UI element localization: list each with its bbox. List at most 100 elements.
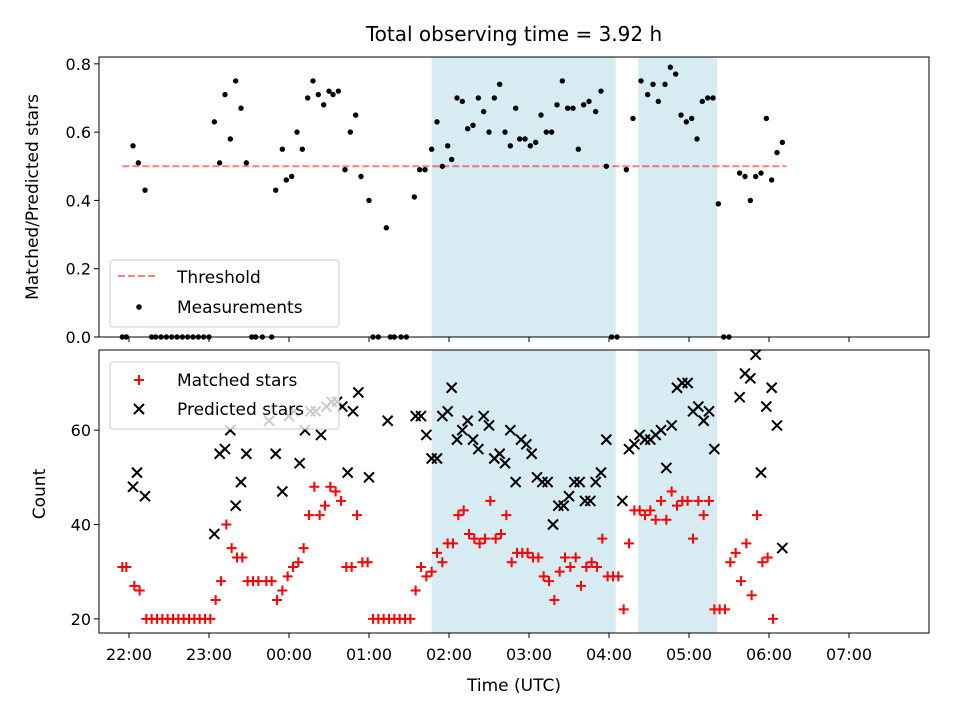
- measurement-point-43: [352, 112, 359, 118]
- predicted-point-46: [499, 457, 511, 469]
- measurement-point-34: [304, 95, 311, 101]
- matched-point-114: [730, 547, 741, 558]
- x-tick-label-2: 00:00: [266, 645, 312, 664]
- matched-point-72: [506, 557, 517, 568]
- x-tick-label-0: 22:00: [106, 645, 152, 664]
- matched-point-100: [656, 495, 666, 506]
- predicted-point-65: [600, 433, 613, 446]
- x-tick-label-5: 03:00: [506, 645, 552, 664]
- measurement-point-32: [294, 129, 300, 135]
- measurement-point-85: [580, 102, 587, 108]
- matched-point-53: [405, 613, 416, 624]
- matched-point-81: [554, 566, 565, 577]
- matched-point-66: [474, 538, 485, 549]
- measurement-point-83: [570, 105, 576, 111]
- predicted-point-30: [415, 410, 427, 422]
- matched-point-107: [693, 495, 704, 506]
- predicted-point-91: [771, 419, 783, 432]
- measurement-point-57: [434, 119, 440, 125]
- bot-y-tick-label-1: 40: [71, 516, 91, 535]
- matched-point-39: [330, 486, 341, 497]
- matched-point-67: [480, 533, 490, 544]
- measurement-point-23: [243, 160, 250, 166]
- top-axes: 0.0 0.2 0.4 0.6 0.8: [66, 55, 930, 347]
- predicted-point-89: [760, 400, 773, 413]
- measurement-point-44: [358, 173, 364, 180]
- measurement-point-3: [135, 160, 142, 166]
- predicted-point-60: [573, 476, 586, 488]
- bottom-legend: Matched stars Predicted stars: [109, 361, 340, 430]
- measurement-point-89: [603, 163, 610, 169]
- matched-point-28: [272, 594, 282, 605]
- measurement-point-107: [710, 95, 716, 101]
- threshold-legend-label: Threshold: [176, 268, 261, 288]
- predicted-point-42: [477, 410, 490, 422]
- matched-point-82: [560, 552, 570, 563]
- matched-point-79: [544, 576, 554, 587]
- predicted-point-81: [697, 415, 710, 427]
- top-y-tick-label-4: 0.8: [66, 55, 91, 74]
- predicted-point-66: [616, 495, 629, 507]
- measurement-point-40: [335, 88, 342, 94]
- predicted-point-37: [451, 433, 463, 446]
- matched-point-103: [672, 500, 682, 511]
- predicted-point-19: [315, 429, 327, 441]
- measurement-point-87: [592, 108, 599, 115]
- measurement-point-111: [736, 170, 743, 176]
- matched-point-106: [688, 533, 698, 544]
- measurement-point-75: [527, 143, 534, 149]
- matched-point-87: [586, 557, 597, 568]
- matched-point-117: [746, 590, 757, 601]
- predicted-point-87: [749, 349, 762, 361]
- predicted-point-28: [381, 415, 394, 427]
- matched-point-108: [698, 510, 709, 521]
- predicted-point-15: [293, 457, 306, 469]
- measurement-point-97: [655, 98, 662, 105]
- predicted-point-62: [584, 495, 597, 507]
- predicted-point-78: [681, 377, 694, 389]
- predicted-point-47: [504, 424, 517, 436]
- matched-point-58: [432, 547, 442, 558]
- measurement-point-22: [238, 105, 244, 111]
- chart-title: Total observing time = 3.92 h: [365, 22, 662, 46]
- predicted-point-58: [563, 490, 575, 502]
- measurement-point-66: [480, 108, 487, 115]
- predicted-point-55: [547, 518, 559, 531]
- matched-point-75: [522, 547, 533, 558]
- matched-point-35: [309, 481, 320, 492]
- measurement-point-100: [672, 71, 679, 77]
- measurement-point-31: [288, 173, 295, 180]
- predicted-point-63: [589, 476, 602, 488]
- bottom-panel: 20 40 60 22:00 23:00 00:00 01:00 02:00 03:00 04:0…: [30, 349, 930, 696]
- measurement-point-108: [715, 201, 722, 207]
- predicted-point-82: [703, 405, 715, 418]
- measurement-point-42: [347, 129, 354, 135]
- matched-point-77: [533, 552, 544, 563]
- measurement-point-54: [416, 166, 423, 173]
- measurement-point-99: [667, 64, 674, 70]
- matched-point-97: [640, 510, 650, 521]
- predicted-point-12: [276, 485, 289, 498]
- measurement-point-73: [516, 136, 523, 142]
- matched-point-64: [464, 528, 474, 539]
- measurement-point-78: [543, 129, 550, 135]
- measurement-point-95: [644, 91, 651, 98]
- measurement-point-2: [130, 143, 136, 149]
- measurement-point-112: [742, 173, 748, 180]
- predicted-point-39: [461, 415, 474, 427]
- x-tick-label-9: 07:00: [826, 645, 872, 664]
- predicted-point-45: [493, 448, 506, 460]
- matched-point-109: [704, 495, 714, 506]
- top-plot-frame: [98, 56, 930, 338]
- matched-legend-label: Matched stars: [177, 371, 297, 391]
- measurement-point-21: [232, 78, 239, 84]
- measurement-point-80: [554, 102, 560, 108]
- predicted-point-24: [341, 466, 354, 479]
- shaded-band-1: [638, 57, 717, 337]
- measurement-point-4: [142, 187, 148, 193]
- predicted-point-9: [240, 448, 253, 460]
- matched-point-63: [458, 505, 469, 516]
- predicted-point-3: [208, 528, 221, 540]
- top-legend: Threshold Measurements: [109, 259, 340, 328]
- bottom-legend-box: [109, 361, 340, 430]
